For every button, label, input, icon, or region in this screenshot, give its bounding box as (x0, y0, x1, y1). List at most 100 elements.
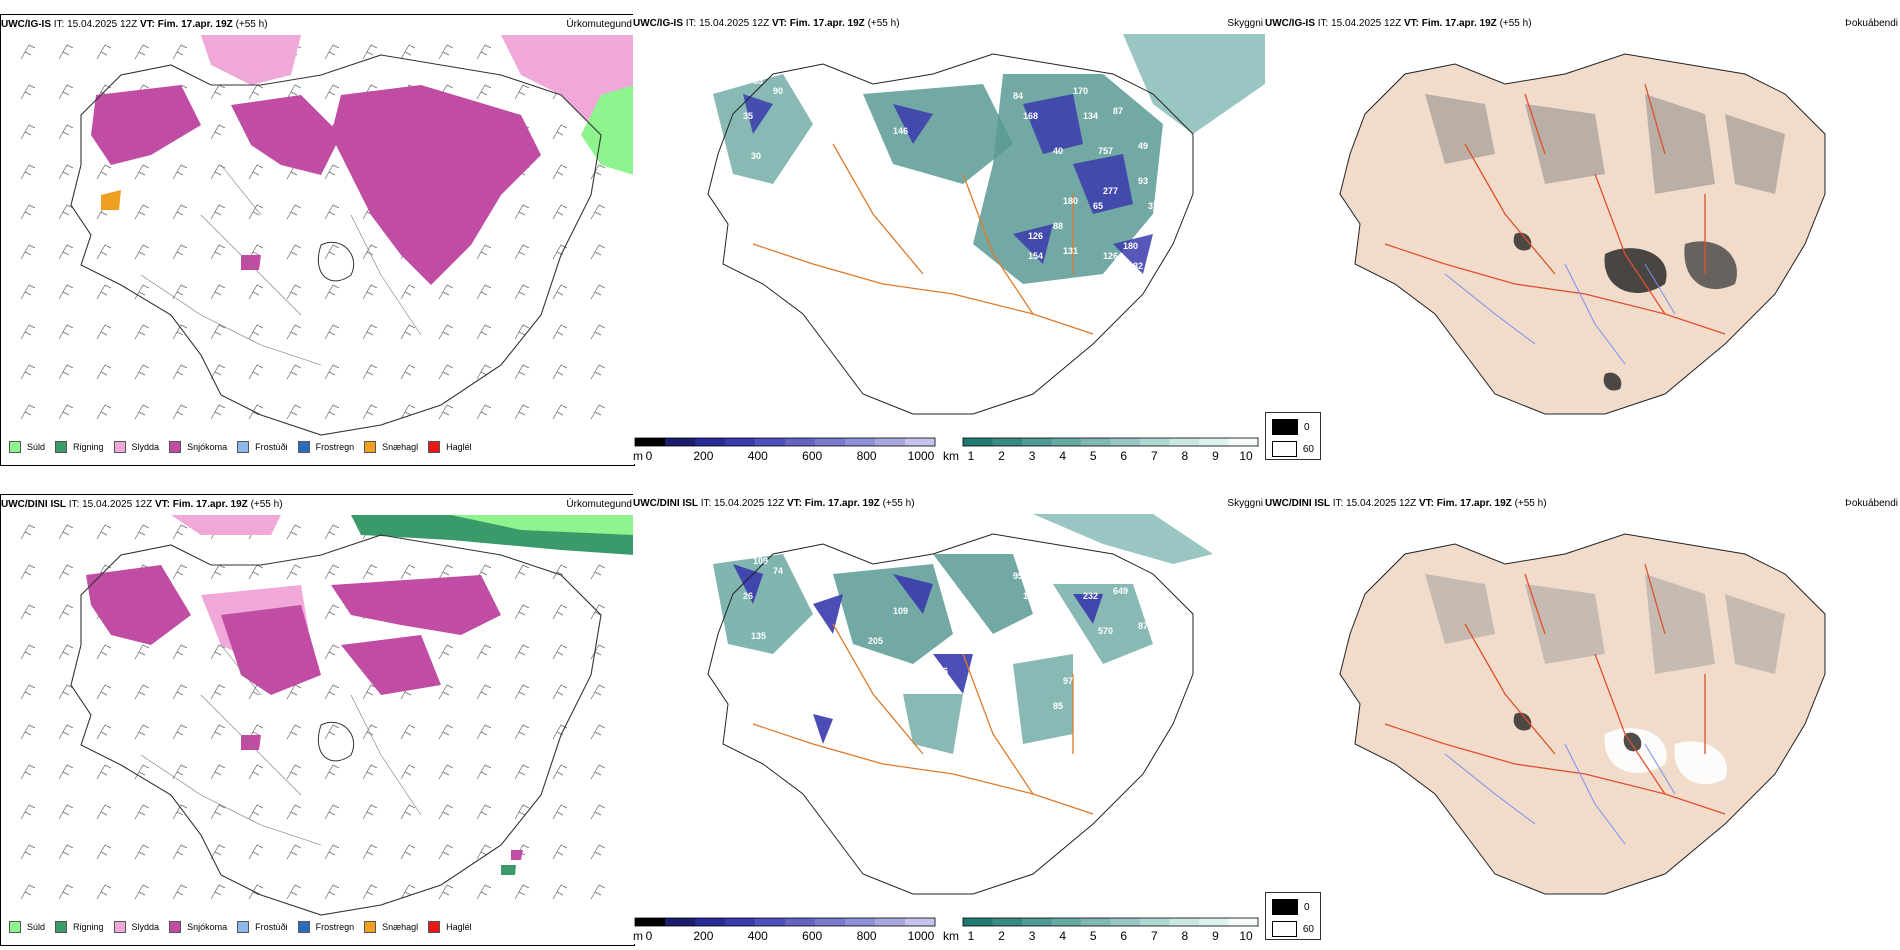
wind-barb (134, 364, 150, 380)
wind-barb (438, 724, 454, 740)
colorbar-swatch (845, 438, 876, 446)
colorbar-swatch (875, 438, 906, 446)
wind-barb (476, 244, 492, 260)
wind-barb (362, 284, 378, 300)
wind-barb (172, 524, 188, 540)
colorbar-swatch (1081, 918, 1111, 926)
wind-barb (248, 724, 264, 740)
wind-barb (96, 284, 112, 300)
wind-barb (20, 204, 36, 220)
cloudbase-label: 35 (743, 111, 753, 121)
cloudbase-label: 154 (1028, 251, 1043, 261)
wind-barb (590, 684, 606, 700)
cloudbase-label: 87 (1113, 106, 1123, 116)
cloudbase-label: 22 (1073, 276, 1083, 286)
wind-barb (514, 724, 530, 740)
wind-barb (20, 884, 36, 900)
wind-barb (20, 804, 36, 820)
colorbar-tick: 7 (1151, 929, 1158, 943)
wind-barb (476, 564, 492, 580)
colorbar-tick: 4 (1059, 929, 1066, 943)
colorbar-tick: 1 (968, 449, 975, 463)
wind-barb (20, 84, 36, 100)
legend-item: Snæhagl (364, 921, 418, 933)
colorbar-frame (962, 917, 1259, 927)
wind-barb (96, 884, 112, 900)
wind-barb (134, 404, 150, 420)
wind-barb (514, 564, 530, 580)
wind-barb (438, 324, 454, 340)
wind-barb (590, 404, 606, 420)
wind-barb (134, 884, 150, 900)
colorbar-swatch (1228, 918, 1259, 926)
wind-barb (286, 884, 302, 900)
cloudbase-label: 168 (1023, 111, 1038, 121)
cloudbase-label: 496 (1073, 566, 1088, 576)
colorbar-swatch (815, 918, 846, 926)
wind-barb (210, 644, 226, 660)
cloudbase-label: 65 (1093, 201, 1103, 211)
wind-barb (552, 604, 568, 620)
cloudbase-label: 126 (1028, 231, 1043, 241)
wind-barb (172, 204, 188, 220)
wind-barb (286, 404, 302, 420)
wind-barb (400, 804, 416, 820)
cloudbase-label: 649 (1113, 586, 1128, 596)
wind-barb (210, 124, 226, 140)
colorbar-tick: 4 (1059, 449, 1066, 463)
wind-barb (58, 524, 74, 540)
wind-barb (514, 284, 530, 300)
wind-barb (248, 844, 264, 860)
wind-barb (400, 324, 416, 340)
wind-barb (248, 164, 264, 180)
cloudbase-label: 45 (933, 676, 943, 686)
wind-barb (134, 644, 150, 660)
wind-barb (324, 644, 340, 660)
wind-barb (248, 244, 264, 260)
colorbar-swatch (1228, 438, 1259, 446)
cloudbase-label: 40 (1053, 146, 1063, 156)
wind-barb (438, 644, 454, 660)
wind-barb (324, 564, 340, 580)
wind-barb (514, 364, 530, 380)
colorbar-swatch (963, 438, 993, 446)
wind-barb (20, 604, 36, 620)
wind-barb (96, 524, 112, 540)
wind-barb (248, 884, 264, 900)
legend-item: Frostregn (297, 921, 354, 933)
cloudbase-label: 254 (1113, 278, 1128, 288)
wind-barb (96, 724, 112, 740)
wind-barb (20, 124, 36, 140)
colorbar-tick: 3 (1029, 929, 1036, 943)
colorbar-swatch (1169, 918, 1200, 926)
panel-type-label: Úrkomutegund (566, 499, 632, 510)
cloudbase-label: 121 (1093, 681, 1108, 691)
cloudbase-label: 85 (1053, 701, 1063, 711)
wind-barb (58, 404, 74, 420)
colorbar-swatch (695, 918, 726, 926)
wind-barb (552, 644, 568, 660)
wind-barb (20, 244, 36, 260)
legend-item: Rigning (55, 441, 104, 453)
wind-barb (210, 204, 226, 220)
colorbar-swatch (875, 918, 906, 926)
panel-type-label: Skyggni (1227, 498, 1263, 509)
legend-item: Frostúði (237, 441, 288, 453)
colorbar-ticks: m 0 200 400 600 800 1000 km 1 2 3 4 5 6 7 8 9 10 (633, 929, 1253, 943)
cloudbase-label: 109 (893, 606, 908, 616)
wind-barb (172, 764, 188, 780)
wind-barb (324, 804, 340, 820)
colorbar-swatch (963, 918, 993, 926)
cloudbase-panel-2: 109 74 26 135 205 136 118 45 95 106 496 232 649 109 95… (633, 494, 1265, 944)
precip-type-map-2 (1, 495, 634, 945)
wind-barb (552, 364, 568, 380)
wind-barb (324, 364, 340, 380)
wind-barb (96, 684, 112, 700)
wind-barb (324, 724, 340, 740)
wind-barb (248, 204, 264, 220)
wind-barb (400, 284, 416, 300)
wind-barb (172, 284, 188, 300)
wind-barb (134, 244, 150, 260)
cloudbase-colorbar-svg-1: m 0 200 400 600 800 1000 km 1 2 3 4 5 6 7 8 9 10 (633, 437, 1259, 463)
wind-barb (438, 884, 454, 900)
